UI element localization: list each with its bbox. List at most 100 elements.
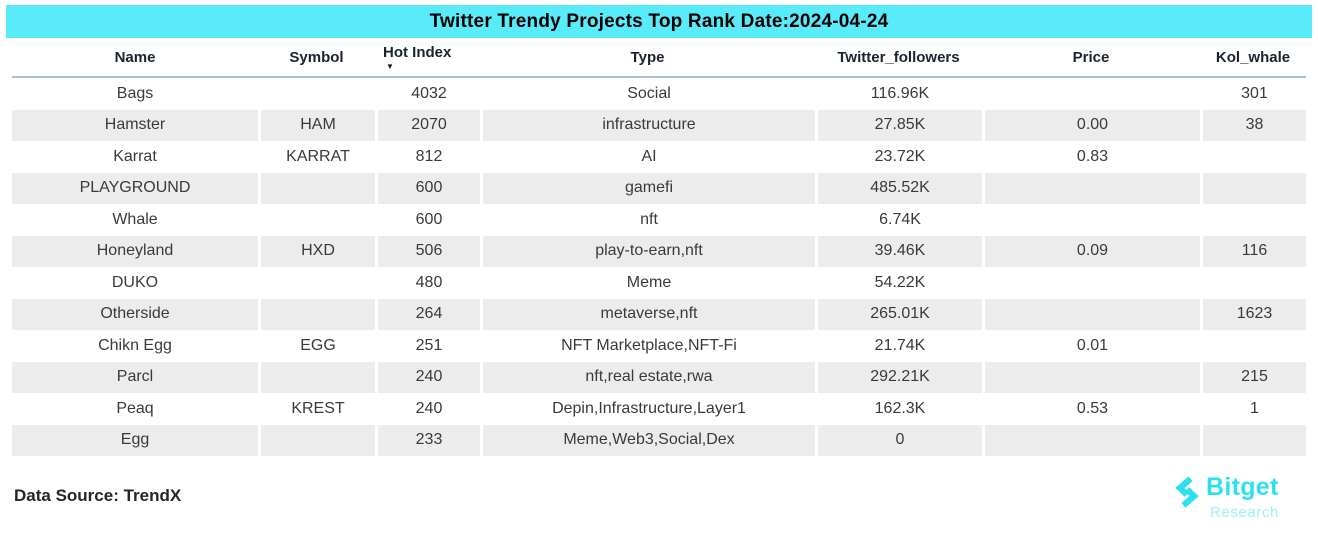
cell-kol-whale bbox=[1200, 330, 1306, 362]
column-header-symbol-label: Symbol bbox=[289, 48, 344, 66]
cell-name: Chikn Egg bbox=[12, 330, 258, 362]
column-header-hot-index-label: Hot Index bbox=[383, 44, 452, 61]
column-header-type-label: Type bbox=[630, 48, 665, 66]
table-title: Twitter Trendy Projects Top Rank Date:20… bbox=[429, 10, 889, 32]
cell-hot-index: 4032 bbox=[375, 78, 480, 110]
cell-name: Honeyland bbox=[12, 235, 258, 267]
column-header-price-label: Price bbox=[1072, 48, 1110, 66]
cell-twitter-followers: 39.46K bbox=[815, 235, 982, 267]
cell-price: 0.00 bbox=[982, 109, 1200, 141]
cell-twitter-followers: 485.52K bbox=[815, 172, 982, 204]
cell-type: infrastructure bbox=[480, 109, 815, 141]
cell-price: 0.09 bbox=[982, 235, 1200, 267]
table-row: Hamster HAM 2070 infrastructure 27.85K 0.00 38 bbox=[12, 109, 1306, 141]
cell-type: gamefi bbox=[480, 172, 815, 204]
cell-type: nft bbox=[480, 204, 815, 236]
cell-name: Parcl bbox=[12, 361, 258, 393]
column-header-twitter-followers-label: Twitter_followers bbox=[837, 48, 960, 66]
cell-symbol bbox=[258, 172, 375, 204]
cell-name: Hamster bbox=[12, 109, 258, 141]
cell-price bbox=[982, 204, 1200, 236]
bitget-logo-wordmark: Bitget bbox=[1206, 473, 1279, 501]
cell-symbol bbox=[258, 361, 375, 393]
table-row: Whale 600 nft 6.74K bbox=[12, 204, 1306, 236]
cell-name: Bags bbox=[12, 78, 258, 110]
column-header-name-label: Name bbox=[114, 48, 156, 66]
cell-hot-index: 264 bbox=[375, 298, 480, 330]
bitget-research-logo: Bitget Research bbox=[1171, 473, 1307, 531]
cell-symbol bbox=[258, 204, 375, 236]
cell-hot-index: 480 bbox=[375, 267, 480, 299]
cell-twitter-followers: 162.3K bbox=[815, 393, 982, 425]
cell-name: Whale bbox=[12, 204, 258, 236]
table-body: Bags 4032 Social 116.96K 301 Hamster HAM 2070 in… bbox=[12, 78, 1306, 456]
cell-hot-index: 240 bbox=[375, 393, 480, 425]
cell-hot-index: 240 bbox=[375, 361, 480, 393]
cell-kol-whale bbox=[1200, 424, 1306, 456]
cell-type: NFT Marketplace,NFT-Fi bbox=[480, 330, 815, 362]
cell-symbol bbox=[258, 298, 375, 330]
cell-hot-index: 600 bbox=[375, 172, 480, 204]
cell-kol-whale: 1623 bbox=[1200, 298, 1306, 330]
cell-type: play-to-earn,nft bbox=[480, 235, 815, 267]
cell-price bbox=[982, 172, 1200, 204]
cell-type: nft,real estate,rwa bbox=[480, 361, 815, 393]
cell-type: Meme bbox=[480, 267, 815, 299]
cell-symbol: HXD bbox=[258, 235, 375, 267]
cell-symbol bbox=[258, 424, 375, 456]
column-header-type[interactable]: Type bbox=[480, 38, 815, 78]
cell-name: Peaq bbox=[12, 393, 258, 425]
cell-name: Egg bbox=[12, 424, 258, 456]
cell-type: Depin,Infrastructure,Layer1 bbox=[480, 393, 815, 425]
table-row: Peaq KREST 240 Depin,Infrastructure,Layer1 1… bbox=[12, 393, 1306, 425]
cell-kol-whale bbox=[1200, 267, 1306, 299]
cell-kol-whale bbox=[1200, 204, 1306, 236]
cell-twitter-followers: 6.74K bbox=[815, 204, 982, 236]
cell-price bbox=[982, 298, 1200, 330]
cell-kol-whale bbox=[1200, 172, 1306, 204]
data-source-note: Data Source: TrendX bbox=[14, 486, 182, 505]
cell-type: AI bbox=[480, 141, 815, 173]
cell-symbol bbox=[258, 78, 375, 110]
cell-type: Meme,Web3,Social,Dex bbox=[480, 424, 815, 456]
table-header: Name Symbol Hot Index ▼ Type bbox=[12, 38, 1306, 78]
column-header-price[interactable]: Price bbox=[982, 38, 1200, 78]
column-header-twitter-followers[interactable]: Twitter_followers bbox=[815, 38, 982, 78]
cell-hot-index: 2070 bbox=[375, 109, 480, 141]
cell-twitter-followers: 265.01K bbox=[815, 298, 982, 330]
cell-twitter-followers: 54.22K bbox=[815, 267, 982, 299]
trendy-projects-table: Name Symbol Hot Index ▼ Type bbox=[12, 38, 1306, 456]
table-row: PLAYGROUND 600 gamefi 485.52K bbox=[12, 172, 1306, 204]
cell-kol-whale bbox=[1200, 141, 1306, 173]
cell-price bbox=[982, 78, 1200, 110]
table-row: Karrat KARRAT 812 AI 23.72K 0.83 bbox=[12, 141, 1306, 173]
cell-symbol bbox=[258, 267, 375, 299]
bitget-logo-subtitle: Research bbox=[1210, 504, 1279, 521]
cell-kol-whale: 215 bbox=[1200, 361, 1306, 393]
cell-symbol: HAM bbox=[258, 109, 375, 141]
column-header-hot-index[interactable]: Hot Index ▼ bbox=[375, 38, 480, 78]
cell-type: metaverse,nft bbox=[480, 298, 815, 330]
table-row: DUKO 480 Meme 54.22K bbox=[12, 267, 1306, 299]
cell-kol-whale: 1 bbox=[1200, 393, 1306, 425]
cell-symbol: KREST bbox=[258, 393, 375, 425]
cell-name: DUKO bbox=[12, 267, 258, 299]
cell-hot-index: 233 bbox=[375, 424, 480, 456]
table-row: Chikn Egg EGG 251 NFT Marketplace,NFT-Fi 21.… bbox=[12, 330, 1306, 362]
cell-twitter-followers: 292.21K bbox=[815, 361, 982, 393]
column-header-kol-whale[interactable]: Kol_whale bbox=[1200, 38, 1306, 78]
column-header-symbol[interactable]: Symbol bbox=[258, 38, 375, 78]
cell-kol-whale: 38 bbox=[1200, 109, 1306, 141]
table-row: Honeyland HXD 506 play-to-earn,nft 39.46K 0.0… bbox=[12, 235, 1306, 267]
cell-name: PLAYGROUND bbox=[12, 172, 258, 204]
cell-twitter-followers: 27.85K bbox=[815, 109, 982, 141]
cell-twitter-followers: 116.96K bbox=[815, 78, 982, 110]
table-row: Parcl 240 nft,real estate,rwa 292.21K 215 bbox=[12, 361, 1306, 393]
table-row: Bags 4032 Social 116.96K 301 bbox=[12, 78, 1306, 110]
table-row: Egg 233 Meme,Web3,Social,Dex 0 bbox=[12, 424, 1306, 456]
bitget-logo-icon bbox=[1175, 476, 1199, 508]
column-header-name[interactable]: Name bbox=[12, 38, 258, 78]
cell-price bbox=[982, 267, 1200, 299]
cell-hot-index: 506 bbox=[375, 235, 480, 267]
